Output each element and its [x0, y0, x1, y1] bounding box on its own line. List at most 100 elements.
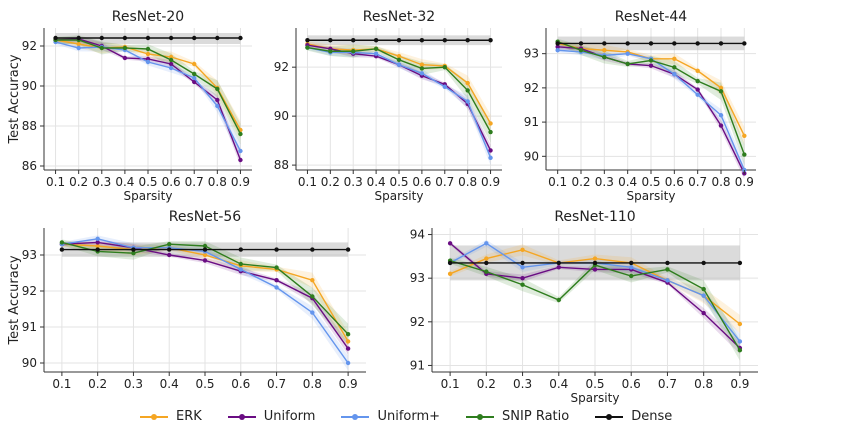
x-tick-label: 0.5	[195, 377, 214, 391]
x-tick-label: 0.7	[688, 175, 707, 189]
data-point-snip-ratio	[718, 89, 724, 94]
data-point-dense	[122, 35, 128, 41]
data-point-snip-ratio	[442, 64, 447, 70]
x-tick-label: 0.6	[412, 175, 431, 189]
data-point-uniform-	[168, 65, 174, 71]
data-point-uniform	[95, 240, 100, 245]
data-point-dense	[305, 38, 310, 43]
legend-label: Dense	[631, 409, 673, 424]
legend-item-erk: ERK	[140, 409, 202, 424]
data-point-snip-ratio	[238, 131, 243, 137]
data-point-uniform-	[76, 45, 81, 51]
data-point-uniform-	[718, 113, 724, 118]
y-axis-label: Test Accuracy	[7, 255, 22, 345]
x-tick-label: 0.9	[231, 175, 250, 189]
x-tick-label: 0.5	[138, 175, 157, 189]
x-tick-label: 0.3	[595, 175, 614, 189]
data-point-uniform-	[488, 155, 493, 160]
legend-swatch	[466, 411, 495, 423]
data-point-dense	[95, 247, 100, 252]
x-tick-label: 0.2	[88, 377, 107, 391]
data-point-uniform	[447, 241, 453, 246]
data-point-uniform	[168, 61, 174, 67]
data-point-snip-ratio	[742, 152, 747, 157]
data-point-dense	[168, 35, 174, 41]
data-point-uniform-	[373, 51, 379, 56]
y-tick-label: 91	[410, 358, 425, 372]
data-point-uniform	[556, 265, 561, 270]
data-point-dense	[488, 38, 493, 43]
data-point-uniform-	[629, 265, 634, 270]
x-tick-label: 0.4	[618, 175, 637, 189]
legend-swatch	[595, 411, 624, 423]
data-point-dense	[345, 247, 351, 252]
data-point-dense	[373, 38, 379, 43]
y-tick-label: 90	[22, 79, 37, 93]
y-tick-label: 92	[274, 60, 289, 74]
data-point-erk	[718, 85, 724, 91]
data-point-erk	[202, 252, 208, 258]
data-point-dense	[351, 38, 356, 43]
data-point-uniform-	[737, 339, 743, 344]
y-tick-label: 91	[524, 115, 539, 129]
data-point-dense	[629, 260, 634, 266]
series-band-uniform	[450, 241, 740, 355]
data-point-dense	[602, 41, 607, 46]
data-point-snip-ratio	[602, 54, 607, 60]
data-point-dense	[556, 260, 561, 266]
data-point-snip-ratio	[648, 58, 654, 63]
x-tick-label: 0.4	[115, 175, 134, 189]
x-tick-label: 0.8	[303, 377, 322, 391]
data-point-dense	[192, 35, 197, 41]
x-tick-label: 0.2	[477, 377, 496, 391]
x-tick-label: 0.6	[162, 175, 181, 189]
data-point-uniform	[695, 87, 700, 92]
data-point-dense	[447, 260, 453, 266]
data-point-uniform	[167, 252, 172, 258]
data-point-dense	[718, 41, 724, 46]
data-point-snip-ratio	[665, 267, 670, 272]
legend-swatch	[341, 411, 370, 423]
data-point-uniform	[192, 79, 197, 85]
data-point-dense	[625, 41, 630, 46]
x-tick-label: 0.5	[389, 175, 408, 189]
x-tick-label: 0.2	[69, 175, 88, 189]
data-point-uniform-	[238, 267, 243, 272]
data-point-erk	[737, 321, 743, 327]
x-tick-label: 0.8	[208, 175, 227, 189]
data-point-dense	[202, 247, 208, 252]
x-tick-label: 0.1	[441, 377, 460, 391]
data-point-snip-ratio	[465, 88, 470, 93]
data-point-uniform-	[192, 75, 197, 81]
legend-swatch	[227, 411, 256, 423]
data-point-snip-ratio	[488, 129, 493, 135]
legend-label: Uniform+	[377, 409, 441, 424]
data-point-snip-ratio	[695, 78, 700, 84]
data-point-uniform-	[665, 278, 670, 283]
x-tick-label: 0.9	[481, 175, 500, 189]
x-tick-label: 0.7	[658, 377, 677, 391]
x-tick-label: 0.3	[92, 175, 111, 189]
data-point-snip-ratio	[625, 61, 630, 67]
x-tick-label: 0.1	[298, 175, 317, 189]
y-tick-label: 92	[410, 315, 425, 329]
chart-panel-2: 0.1 0.2 0.3 0.4 0.5 0.6 0.7 0.8 0.9 90 91 92 93 ResNe…	[524, 9, 756, 203]
data-point-snip-ratio	[556, 297, 561, 303]
chart-title: ResNet-110	[554, 209, 635, 225]
data-point-uniform-	[555, 48, 560, 53]
x-tick-label: 0.6	[231, 377, 250, 391]
data-point-erk	[145, 51, 151, 57]
chart-panel-0: 0.1 0.2 0.3 0.4 0.5 0.6 0.7 0.8 0.9 86 88 90 92 ResNe…	[7, 9, 252, 203]
legend: ERK Uniform Uniform+ SNIP Ratio Dense	[140, 409, 698, 424]
x-axis-label: Sparsity	[375, 189, 424, 203]
data-point-uniform	[202, 258, 208, 263]
data-point-snip-ratio	[192, 71, 197, 77]
data-point-dense	[465, 38, 470, 43]
legend-item-uniform-: Uniform+	[341, 409, 440, 424]
data-point-uniform	[215, 97, 220, 103]
data-point-uniform	[122, 55, 128, 61]
data-point-erk	[488, 121, 493, 126]
x-tick-label: 0.3	[344, 175, 363, 189]
data-point-snip-ratio	[578, 48, 584, 53]
y-tick-label: 90	[274, 109, 289, 123]
